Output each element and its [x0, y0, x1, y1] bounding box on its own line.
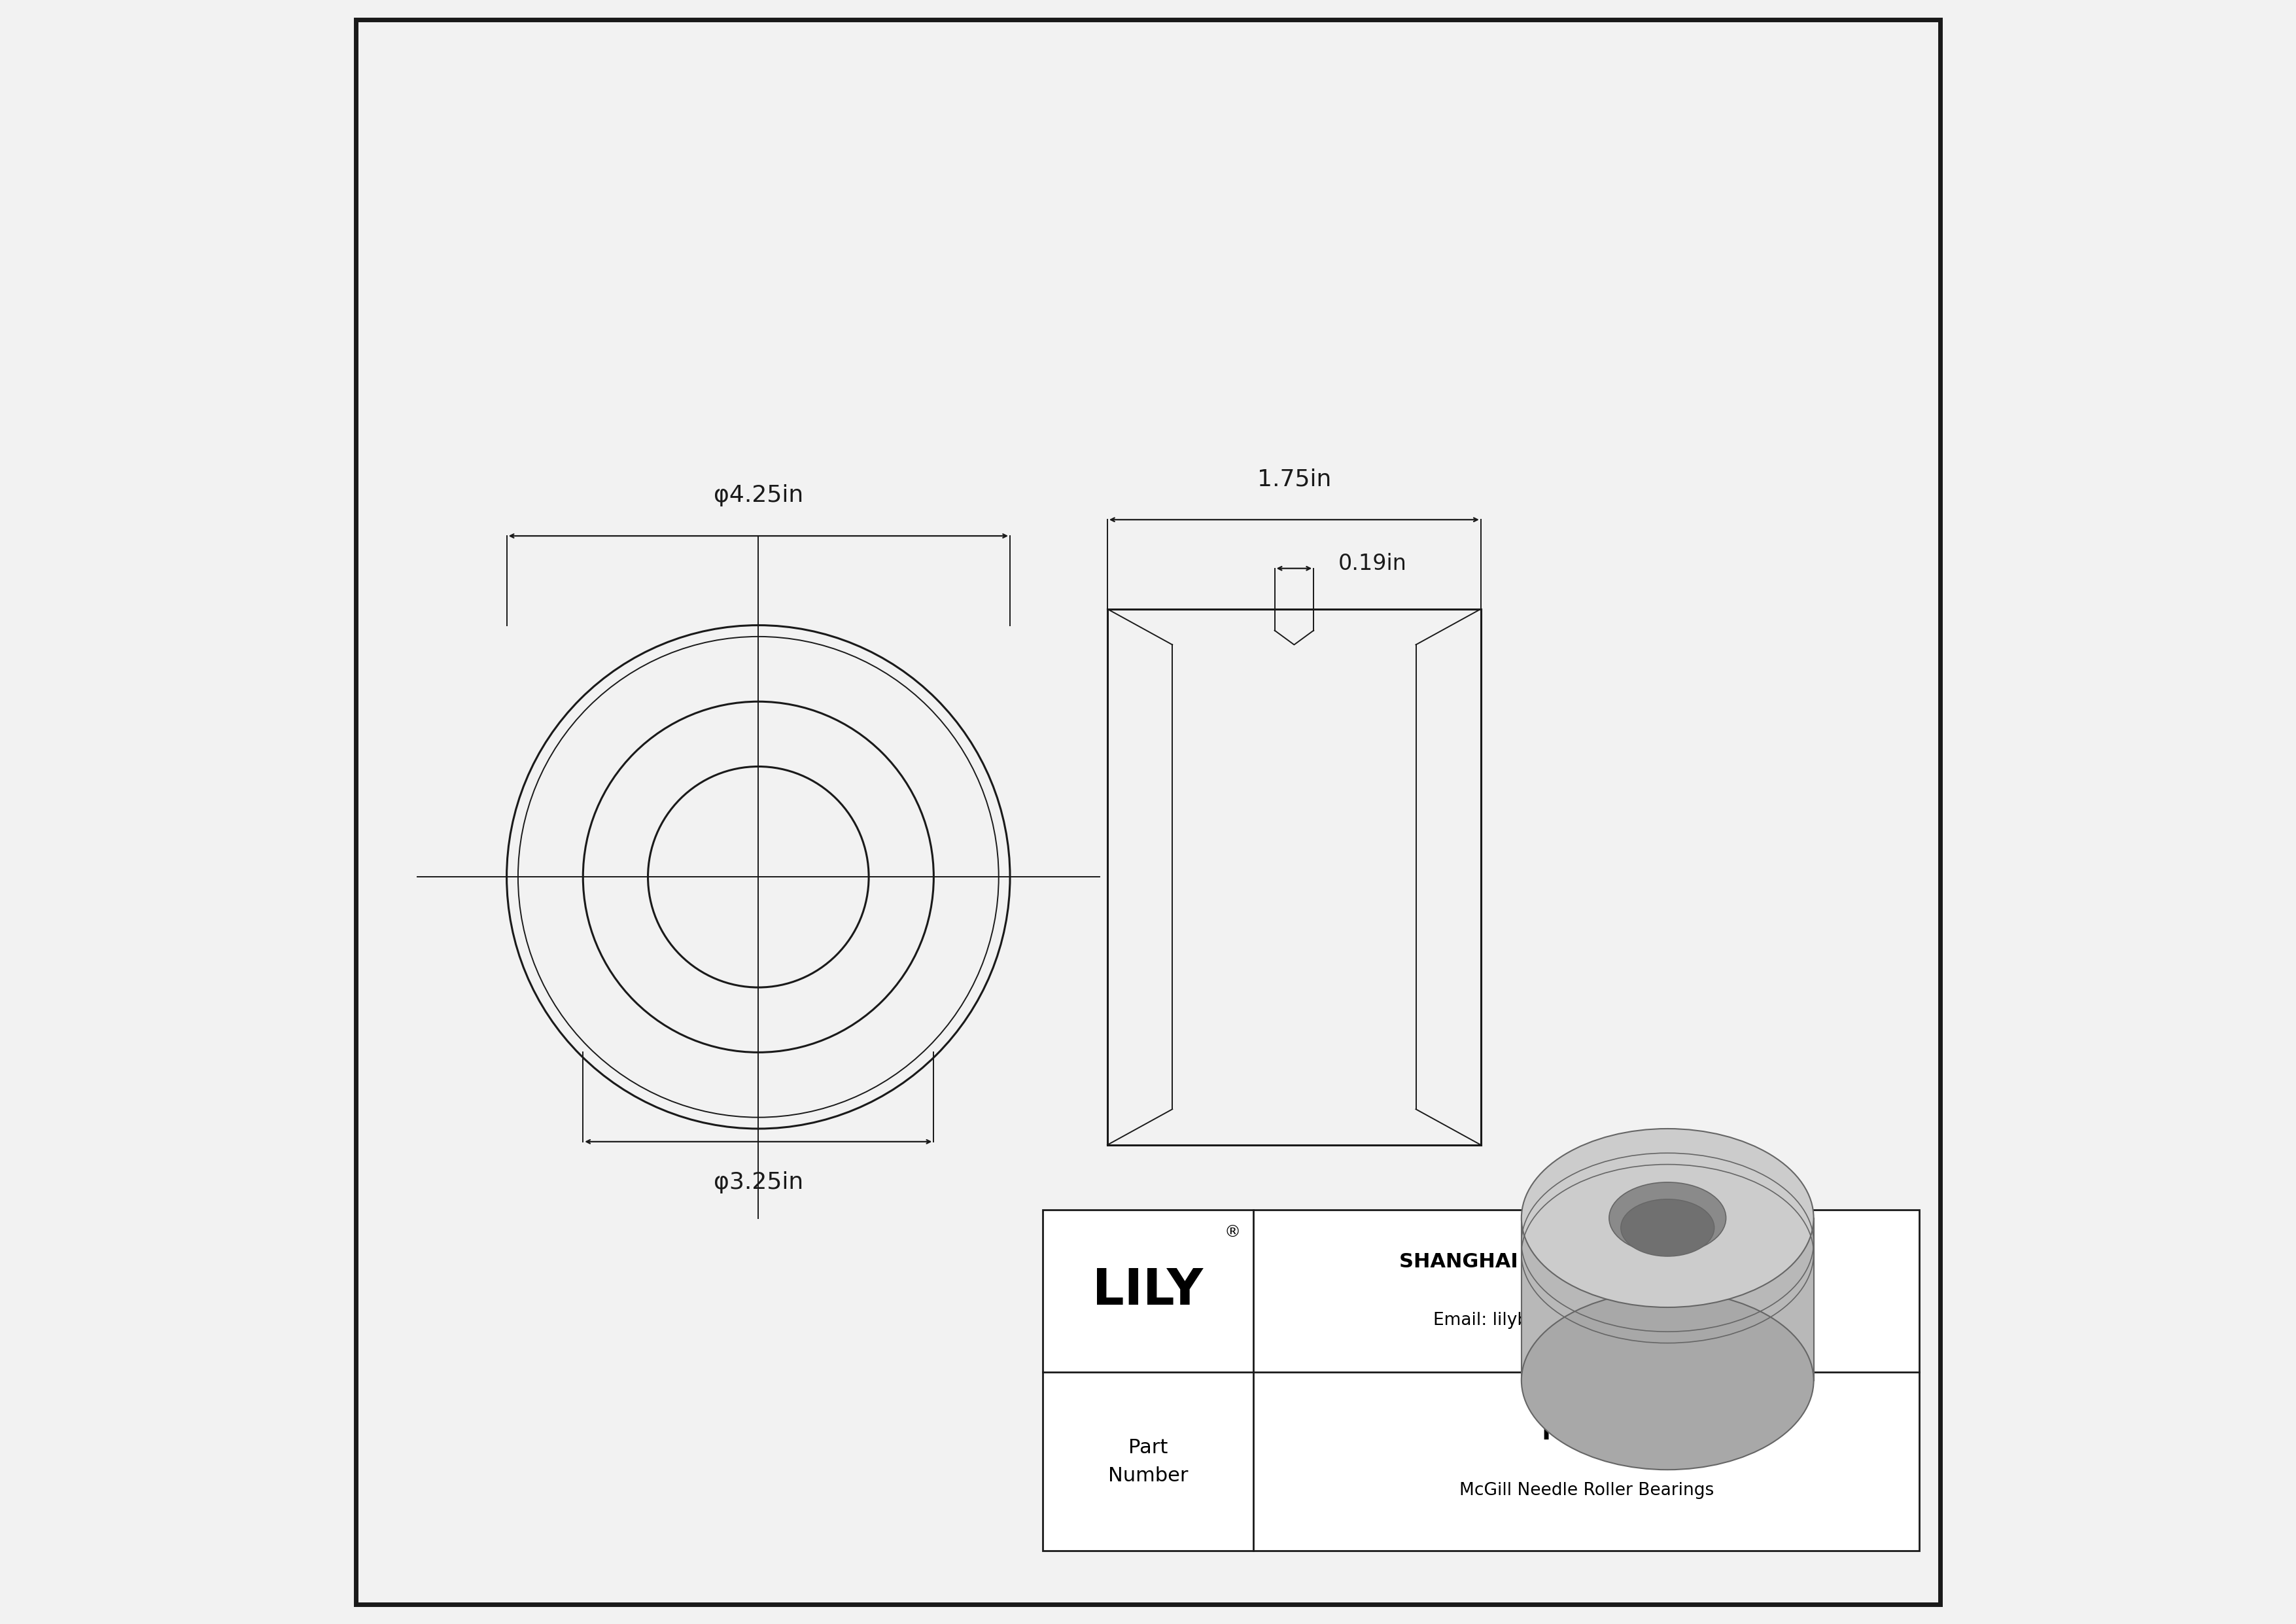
Text: Email: lilybearing@lily-bearing.com: Email: lilybearing@lily-bearing.com	[1433, 1312, 1740, 1328]
Text: ®: ®	[1224, 1224, 1240, 1241]
Text: SHANGHAI LILY BEARING LIMITED: SHANGHAI LILY BEARING LIMITED	[1398, 1252, 1775, 1272]
Text: McGill Needle Roller Bearings: McGill Needle Roller Bearings	[1458, 1483, 1713, 1499]
Text: Part
Number: Part Number	[1109, 1439, 1187, 1484]
Ellipse shape	[1609, 1182, 1727, 1254]
Text: 0.19in: 0.19in	[1339, 552, 1407, 575]
Ellipse shape	[1621, 1199, 1715, 1257]
Text: φ4.25in: φ4.25in	[714, 484, 804, 507]
Ellipse shape	[1522, 1291, 1814, 1470]
Polygon shape	[1522, 1218, 1814, 1380]
Text: LILY: LILY	[1093, 1267, 1203, 1315]
Text: φ3.25in: φ3.25in	[714, 1171, 804, 1194]
Text: MR 52: MR 52	[1541, 1419, 1630, 1445]
Bar	[1042, 1210, 1919, 1551]
Text: 1.75in: 1.75in	[1256, 468, 1332, 490]
Ellipse shape	[1522, 1129, 1814, 1307]
